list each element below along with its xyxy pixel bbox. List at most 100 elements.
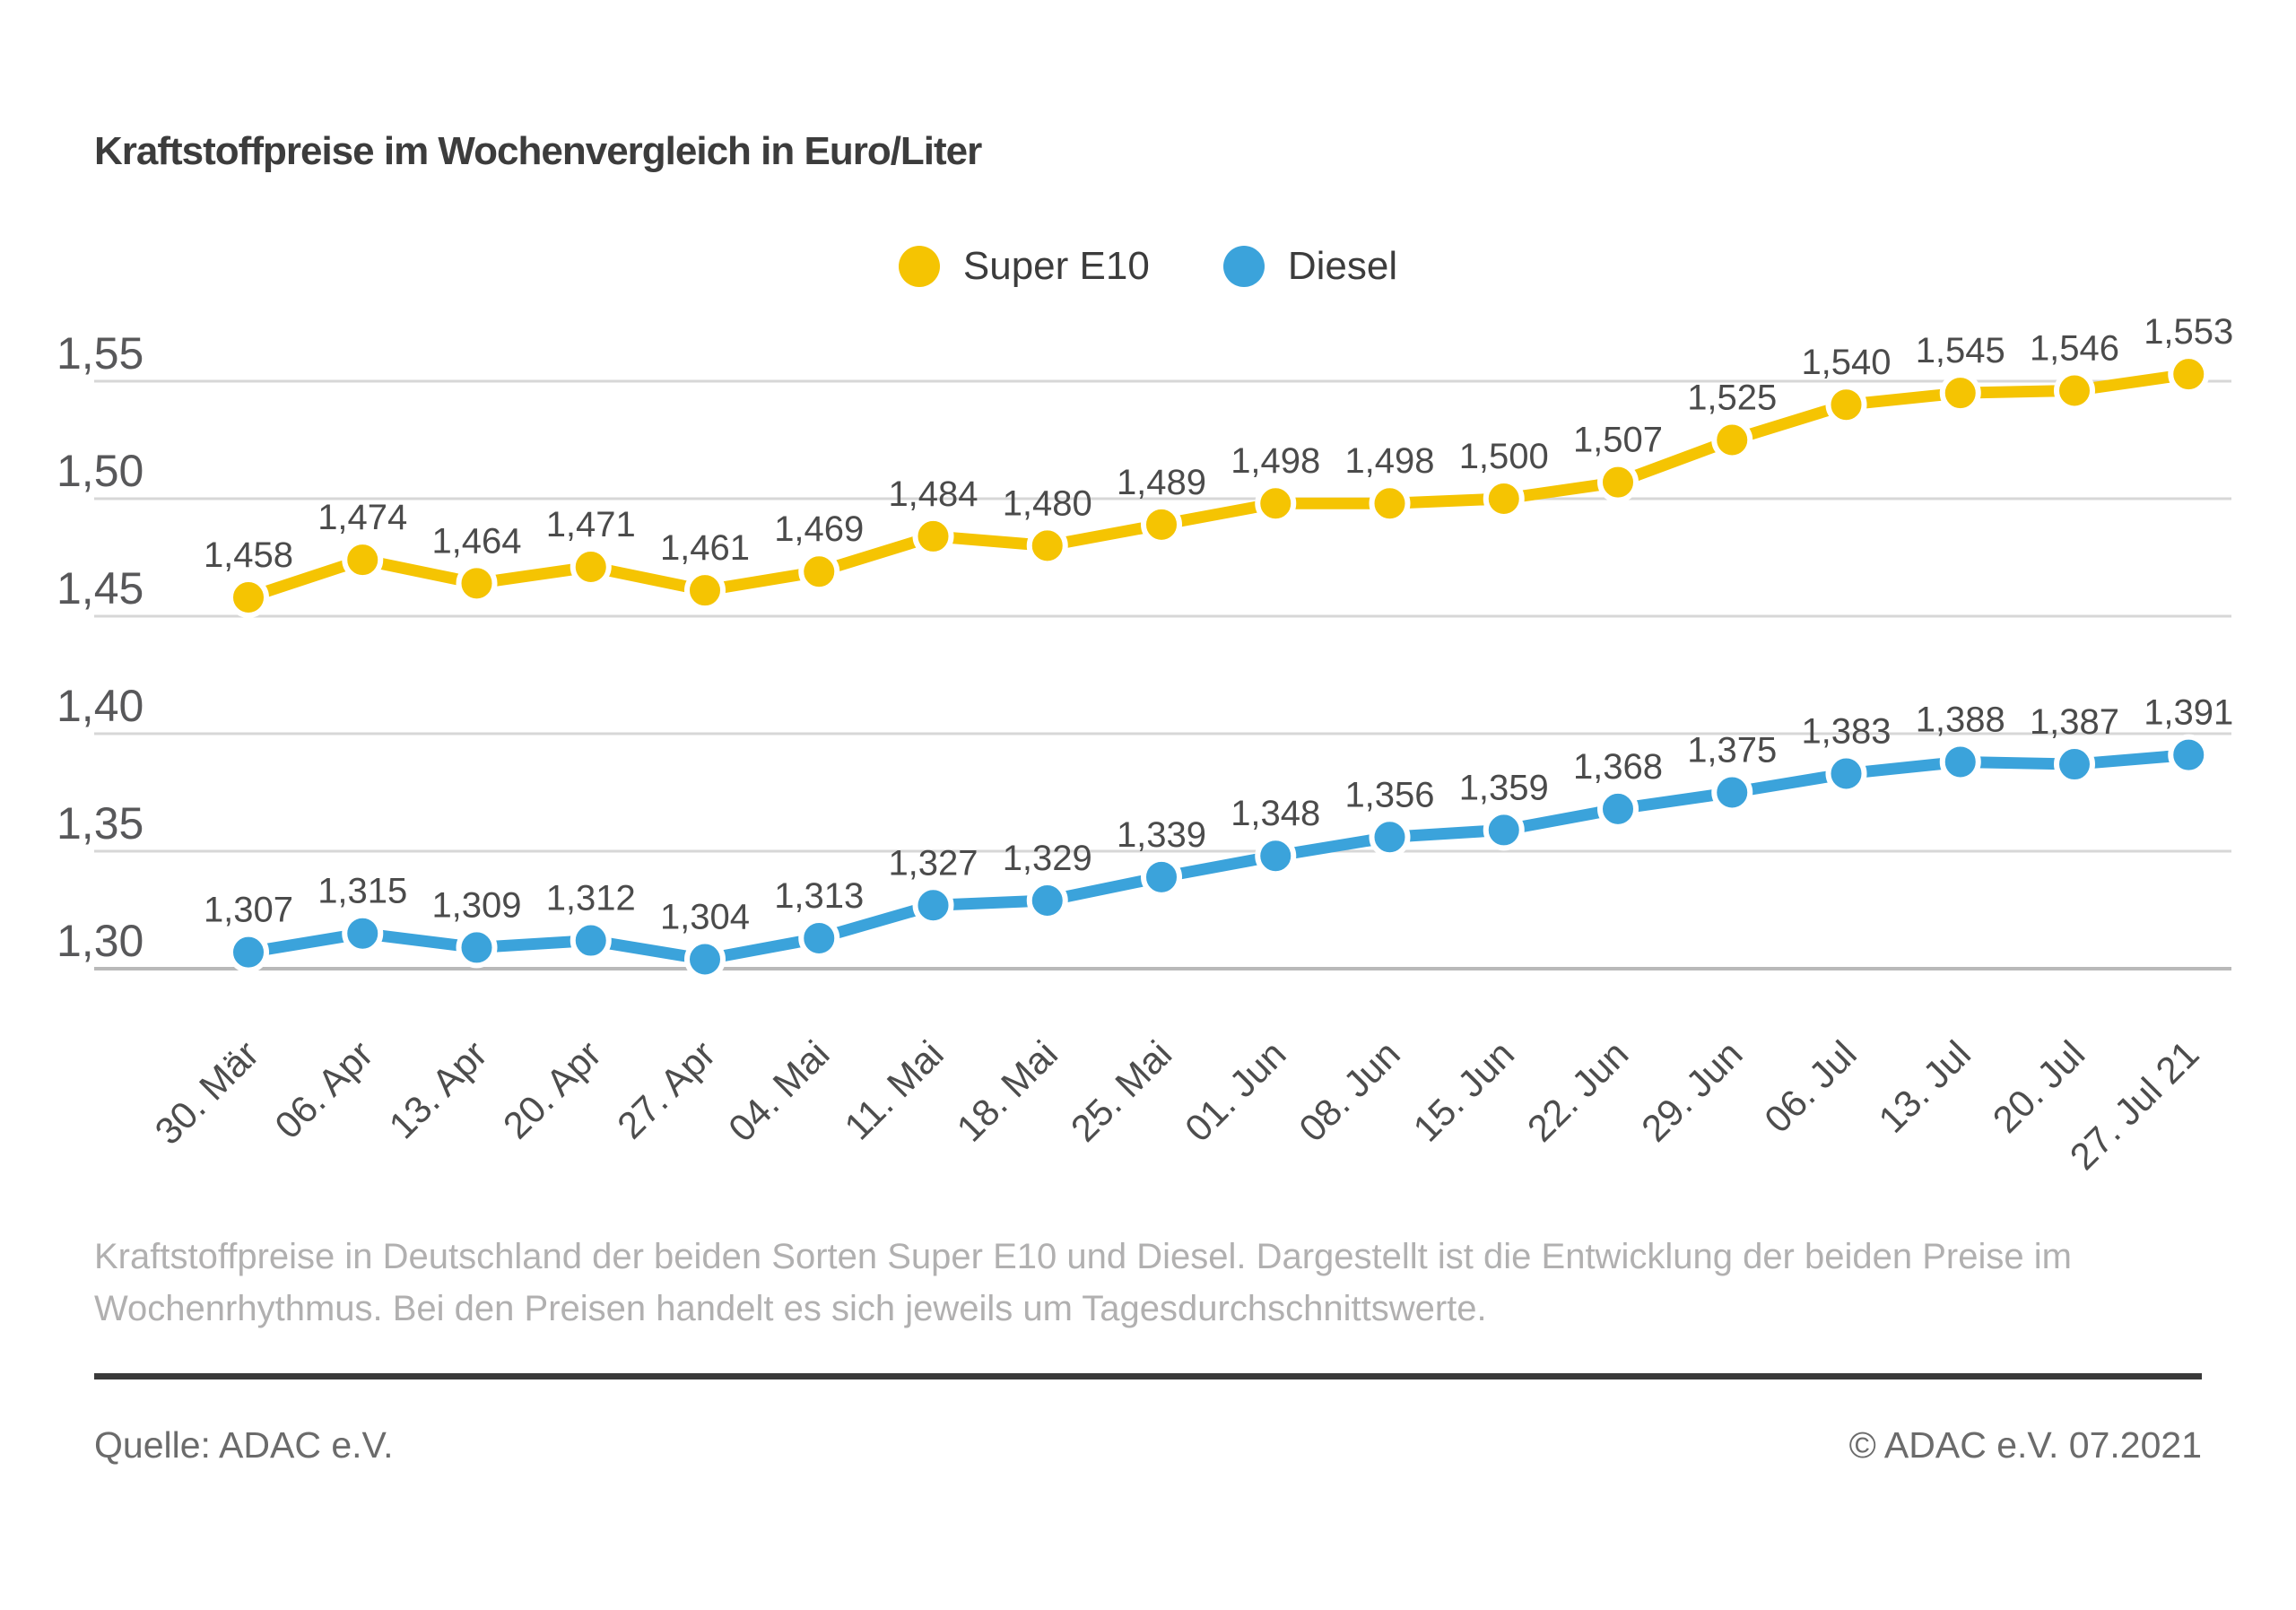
data-point bbox=[456, 927, 498, 969]
data-label: 1,375 bbox=[1687, 731, 1777, 770]
data-point bbox=[1939, 372, 1981, 414]
data-point bbox=[1369, 483, 1411, 525]
footer: Quelle: ADAC e.V. © ADAC e.V. 07.2021 bbox=[94, 1424, 2202, 1466]
chart-description-line-2: Wochenrhythmus. Bei den Preisen handelt … bbox=[94, 1289, 1487, 1328]
data-point bbox=[456, 562, 498, 605]
x-axis-tick-label: 01. Jun bbox=[1177, 1032, 1294, 1150]
data-label: 1,307 bbox=[204, 891, 293, 930]
legend-item-diesel: Diesel bbox=[1222, 244, 1398, 289]
x-axis-tick-label: 20. Apr bbox=[495, 1032, 609, 1146]
y-axis-tick-label: 1,50 bbox=[57, 446, 144, 496]
data-point bbox=[1255, 483, 1297, 525]
legend-label-super-e10: Super E10 bbox=[962, 244, 1150, 288]
y-axis-tick-label: 1,35 bbox=[57, 798, 144, 849]
series-line bbox=[247, 749, 2189, 966]
legend: Super E10 Diesel bbox=[0, 244, 2296, 289]
data-point bbox=[1711, 771, 1753, 814]
data-label: 1,315 bbox=[317, 872, 407, 911]
x-axis-tick-label: 22. Jun bbox=[1519, 1032, 1637, 1150]
data-label: 1,368 bbox=[1573, 747, 1663, 787]
data-label: 1,387 bbox=[2030, 702, 2119, 742]
y-axis-tick-label: 1,55 bbox=[57, 328, 144, 379]
y-axis-tick-label: 1,45 bbox=[57, 563, 144, 614]
data-point bbox=[1597, 461, 1639, 503]
data-label: 1,313 bbox=[774, 876, 864, 916]
legend-dot-diesel-icon bbox=[1222, 246, 1265, 287]
data-point bbox=[228, 931, 269, 973]
x-axis-tick-label: 15. Jun bbox=[1405, 1032, 1522, 1150]
data-point bbox=[228, 577, 269, 619]
x-axis-tick-label: 27. Jul 21 bbox=[2062, 1032, 2207, 1178]
data-point bbox=[1939, 741, 1981, 783]
x-axis-tick-label: 06. Jul bbox=[1756, 1032, 1865, 1141]
data-point bbox=[342, 912, 384, 954]
copyright-note: © ADAC e.V. 07.2021 bbox=[1848, 1424, 2202, 1466]
x-axis-tick-label: 06. Apr bbox=[266, 1032, 380, 1146]
data-label: 1,304 bbox=[660, 898, 750, 937]
data-label: 1,489 bbox=[1117, 463, 1206, 502]
data-label: 1,388 bbox=[1916, 700, 2005, 739]
data-label: 1,507 bbox=[1573, 421, 1663, 460]
chart-description: Kraftstoffpreise in Deutschland der beid… bbox=[94, 1231, 2184, 1335]
data-label: 1,312 bbox=[546, 879, 636, 918]
data-label: 1,383 bbox=[1801, 712, 1891, 752]
data-label: 1,471 bbox=[546, 505, 636, 544]
data-label: 1,474 bbox=[317, 498, 407, 537]
data-point bbox=[2054, 370, 2095, 412]
data-point bbox=[1825, 753, 1867, 795]
x-axis-tick-label: 08. Jun bbox=[1291, 1032, 1408, 1150]
y-axis-tick-label: 1,30 bbox=[57, 916, 144, 966]
chart-title: Kraftstoffpreise im Wochenvergleich in E… bbox=[94, 129, 982, 173]
data-label: 1,480 bbox=[1003, 483, 1092, 523]
data-point bbox=[1711, 419, 1753, 461]
gridlines: 1,30 1,35 1,40 1,45 1,50 1,55 bbox=[57, 328, 2231, 970]
data-point bbox=[912, 884, 954, 927]
data-point bbox=[1141, 503, 1182, 545]
data-label: 1,545 bbox=[1916, 331, 2005, 370]
data-label: 1,458 bbox=[204, 535, 293, 575]
legend-item-super-e10: Super E10 bbox=[898, 244, 1150, 289]
data-point bbox=[1026, 880, 1068, 922]
data-point bbox=[1255, 835, 1297, 877]
data-point bbox=[2054, 744, 2095, 786]
x-axis-tick-label: 18. Mai bbox=[948, 1032, 1065, 1150]
x-axis-tick-label: 27. Apr bbox=[609, 1032, 723, 1146]
x-axis-tick-label: 30. Mär bbox=[146, 1032, 266, 1153]
data-point bbox=[684, 570, 726, 612]
data-point bbox=[570, 545, 612, 587]
legend-label-diesel: Diesel bbox=[1287, 244, 1398, 288]
data-label: 1,356 bbox=[1344, 775, 1434, 814]
data-label: 1,500 bbox=[1459, 437, 1549, 476]
data-label: 1,329 bbox=[1003, 839, 1092, 878]
data-label: 1,484 bbox=[888, 474, 978, 514]
series-super-e10: 1,458 1,474 1,464 1,471 1,461 1,469 1,484 1,480… bbox=[204, 312, 2233, 619]
data-label: 1,498 bbox=[1231, 441, 1320, 481]
data-point bbox=[570, 919, 612, 962]
data-point bbox=[684, 938, 726, 980]
data-label: 1,464 bbox=[431, 521, 521, 561]
data-point bbox=[1483, 809, 1525, 851]
legend-dot-super-e10-icon bbox=[898, 246, 940, 287]
data-label: 1,461 bbox=[660, 528, 750, 568]
data-label: 1,359 bbox=[1459, 768, 1549, 807]
data-label: 1,391 bbox=[2144, 693, 2233, 733]
x-axis-tick-label: 20. Jul bbox=[1985, 1032, 2093, 1141]
data-label: 1,348 bbox=[1231, 794, 1320, 833]
data-point bbox=[342, 539, 384, 581]
data-point bbox=[1141, 856, 1182, 898]
series-diesel: 1,307 1,315 1,309 1,312 1,304 1,313 1,327 1,329… bbox=[204, 693, 2233, 980]
data-label: 1,553 bbox=[2144, 312, 2233, 352]
data-point bbox=[798, 917, 840, 959]
x-axis-tick-label: 04. Mai bbox=[720, 1032, 838, 1150]
x-axis-tick-label: 29. Jun bbox=[1633, 1032, 1751, 1150]
data-label: 1,525 bbox=[1687, 379, 1777, 418]
data-label: 1,546 bbox=[2030, 328, 2119, 368]
data-point bbox=[2168, 353, 2210, 396]
data-label: 1,498 bbox=[1344, 441, 1434, 481]
data-point bbox=[1825, 384, 1867, 426]
x-axis-tick-label: 13. Apr bbox=[381, 1032, 495, 1146]
x-axis-tick-label: 25. Mai bbox=[1063, 1032, 1180, 1150]
